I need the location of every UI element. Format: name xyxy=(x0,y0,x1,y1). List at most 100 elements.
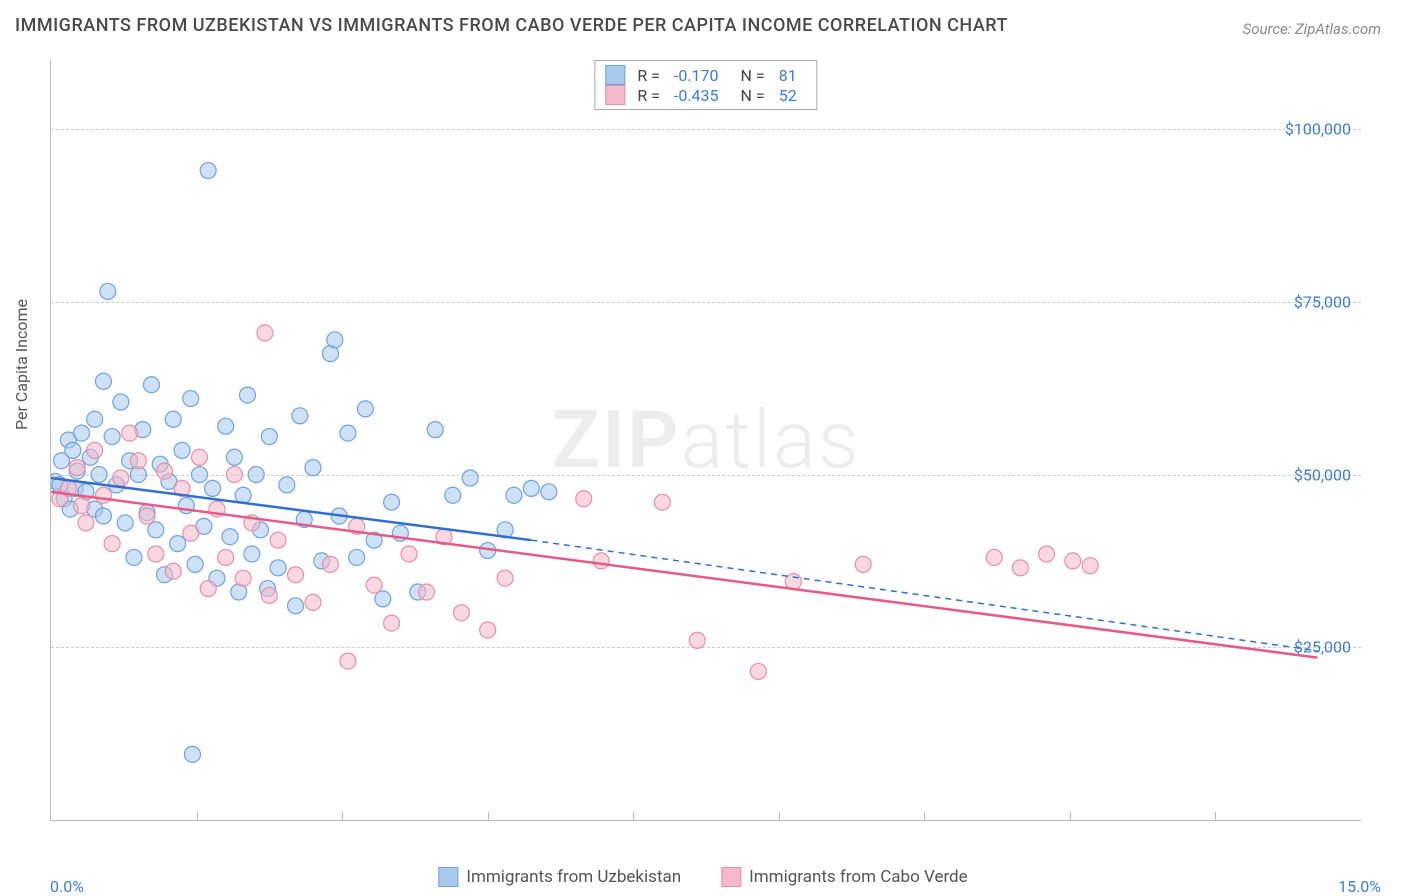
scatter-point xyxy=(1012,560,1028,576)
xtick-end: 15.0% xyxy=(1338,877,1381,896)
n-value-2: 52 xyxy=(779,86,797,105)
scatter-point xyxy=(148,546,164,562)
legend-row-2: R = -0.435 N = 52 xyxy=(605,85,806,105)
scatter-point xyxy=(74,425,90,441)
swatch-bottom-2 xyxy=(721,867,741,887)
scatter-point xyxy=(1082,558,1098,574)
scatter-point xyxy=(480,622,496,638)
scatter-point xyxy=(453,605,469,621)
scatter-point xyxy=(91,467,107,483)
xtick-start: 0.0% xyxy=(50,877,84,896)
scatter-point xyxy=(65,442,81,458)
plot-svg xyxy=(51,60,1361,820)
scatter-point xyxy=(130,453,146,469)
scatter-point xyxy=(226,449,242,465)
r-value-2: -0.435 xyxy=(674,86,719,105)
scatter-point xyxy=(184,746,200,762)
scatter-point xyxy=(248,467,264,483)
regression-line-dashed xyxy=(531,540,1317,651)
scatter-point xyxy=(427,422,443,438)
scatter-point xyxy=(384,615,400,631)
scatter-point xyxy=(235,487,251,503)
scatter-point xyxy=(143,377,159,393)
swatch-series-1 xyxy=(605,65,625,85)
scatter-point xyxy=(218,549,234,565)
scatter-point xyxy=(576,491,592,507)
scatter-point xyxy=(240,387,256,403)
scatter-point xyxy=(366,577,382,593)
scatter-point xyxy=(95,487,111,503)
scatter-point xyxy=(104,429,120,445)
scatter-point xyxy=(100,283,116,299)
scatter-point xyxy=(445,487,461,503)
legend-item-1: Immigrants from Uzbekistan xyxy=(438,867,681,887)
scatter-point xyxy=(148,522,164,538)
scatter-point xyxy=(104,536,120,552)
scatter-point xyxy=(261,587,277,603)
scatter-point xyxy=(165,563,181,579)
scatter-point xyxy=(122,425,138,441)
scatter-point xyxy=(113,394,129,410)
scatter-point xyxy=(244,546,260,562)
scatter-point xyxy=(117,515,133,531)
y-axis-label: Per Capita Income xyxy=(12,299,31,430)
scatter-point xyxy=(305,460,321,476)
n-value-1: 81 xyxy=(779,66,797,85)
scatter-point xyxy=(200,163,216,179)
scatter-point xyxy=(270,560,286,576)
scatter-point xyxy=(279,477,295,493)
scatter-point xyxy=(855,556,871,572)
scatter-point xyxy=(257,325,273,341)
scatter-point xyxy=(288,598,304,614)
scatter-point xyxy=(340,653,356,669)
correlation-legend: R = -0.170 N = 81 R = -0.435 N = 52 xyxy=(594,60,817,110)
scatter-point xyxy=(191,467,207,483)
scatter-point xyxy=(183,525,199,541)
n-label-1: N = xyxy=(741,66,765,85)
scatter-point xyxy=(78,515,94,531)
scatter-point xyxy=(523,480,539,496)
scatter-point xyxy=(506,487,522,503)
swatch-series-2 xyxy=(605,85,625,105)
scatter-point xyxy=(170,536,186,552)
scatter-point xyxy=(357,401,373,417)
scatter-point xyxy=(750,663,766,679)
scatter-point xyxy=(1039,546,1055,562)
r-value-1: -0.170 xyxy=(674,66,719,85)
r-label-1: R = xyxy=(637,66,660,85)
scatter-point xyxy=(174,442,190,458)
scatter-point xyxy=(74,498,90,514)
chart-title: IMMIGRANTS FROM UZBEKISTAN VS IMMIGRANTS… xyxy=(15,15,1008,36)
scatter-point xyxy=(226,467,242,483)
scatter-point xyxy=(218,418,234,434)
scatter-point xyxy=(1065,553,1081,569)
scatter-point xyxy=(187,556,203,572)
scatter-point xyxy=(654,494,670,510)
plot-area: ZIPatlas R = -0.170 N = 81 R = -0.435 N … xyxy=(50,60,1361,821)
swatch-bottom-1 xyxy=(438,867,458,887)
scatter-point xyxy=(541,484,557,500)
scatter-point xyxy=(327,332,343,348)
scatter-point xyxy=(113,470,129,486)
scatter-point xyxy=(462,470,478,486)
scatter-point xyxy=(200,581,216,597)
r-label-2: R = xyxy=(637,86,660,105)
scatter-point xyxy=(292,408,308,424)
scatter-point xyxy=(401,546,417,562)
scatter-point xyxy=(419,584,435,600)
scatter-point xyxy=(322,556,338,572)
scatter-point xyxy=(384,494,400,510)
series-legend: Immigrants from Uzbekistan Immigrants fr… xyxy=(438,867,967,887)
scatter-point xyxy=(305,594,321,610)
scatter-point xyxy=(689,632,705,648)
scatter-point xyxy=(139,508,155,524)
scatter-point xyxy=(87,411,103,427)
scatter-point xyxy=(349,549,365,565)
scatter-point xyxy=(235,570,251,586)
scatter-point xyxy=(593,553,609,569)
scatter-point xyxy=(191,449,207,465)
scatter-point xyxy=(288,567,304,583)
scatter-point xyxy=(375,591,391,607)
scatter-point xyxy=(340,425,356,441)
scatter-point xyxy=(95,508,111,524)
